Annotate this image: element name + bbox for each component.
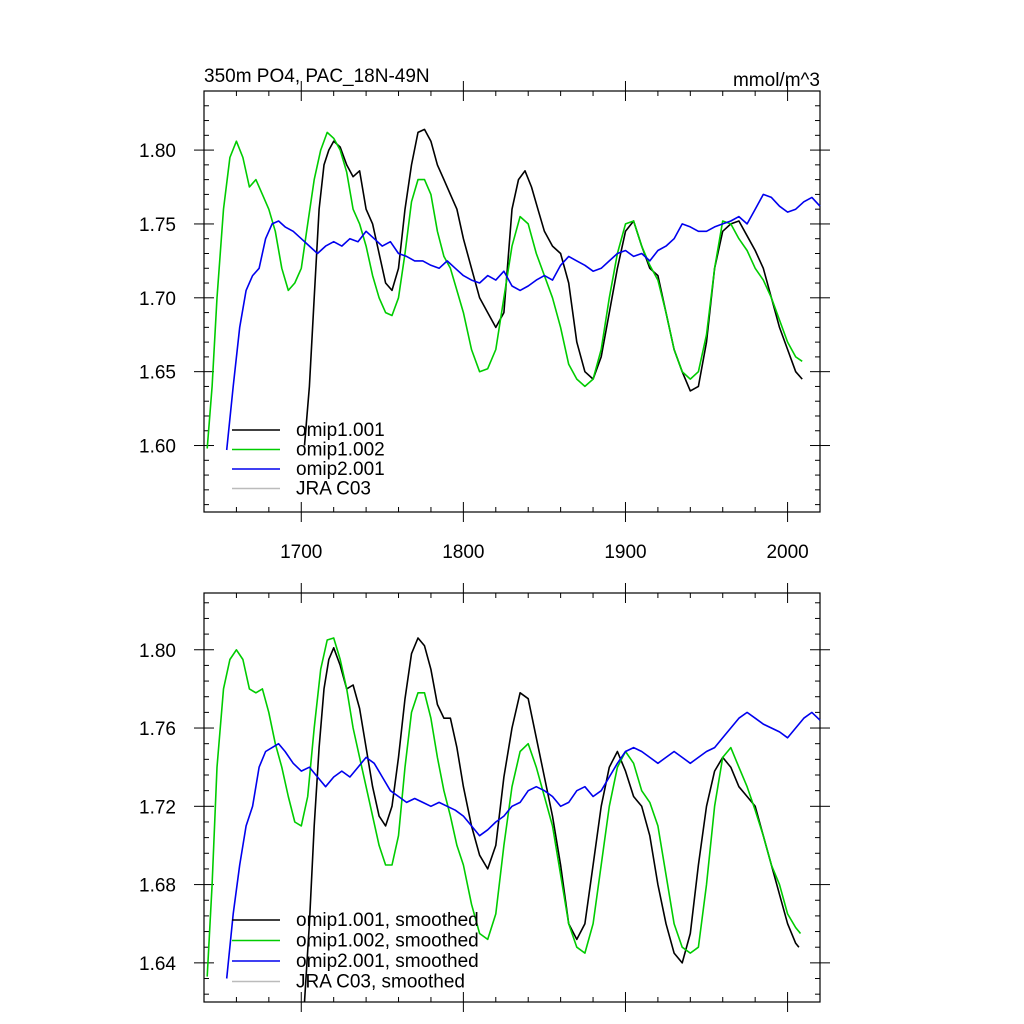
top-panel-series (206, 128, 821, 451)
bottom-panel: 1.64 1.68 1.72 1.76 1.80 omip1.001, smoothed… (139, 583, 830, 1012)
x-tick-label-1800: 1800 (442, 542, 484, 563)
y-tick-label-1.68: 1.68 (139, 876, 176, 897)
y-tick-label-1.65: 1.65 (139, 363, 176, 384)
series-line-omip2-001-smoothed (225, 711, 821, 979)
top-panel-frame (203, 90, 821, 513)
legend-label-omip2-001: omip2.001 (296, 459, 385, 480)
y-tick-label-1.80: 1.80 (139, 641, 176, 662)
series-line-omip1-001 (303, 128, 803, 446)
bottom-panel-frame (203, 592, 821, 1003)
series-line-omip1-002 (206, 131, 803, 449)
y-tick-label-1.80: 1.80 (139, 141, 176, 162)
x-tick-label-2000: 2000 (766, 542, 808, 563)
top-panel-title: 350m PO4, PAC_18N-49N (204, 66, 430, 87)
y-tick-label-1.60: 1.60 (139, 437, 176, 458)
legend-label-omip1-001-smoothed: omip1.001, smoothed (296, 910, 479, 931)
series-line-omip1-002-smoothed (206, 637, 802, 977)
y-tick-label-1.75: 1.75 (139, 215, 176, 236)
series-line-omip1-001-smoothed (303, 637, 800, 1003)
legend-label-jra-c03-smoothed: JRA C03, smoothed (296, 972, 465, 993)
legend-label-jra-c03: JRA C03 (296, 479, 371, 500)
top-panel-ticks: 1700 1800 1900 2000 1.60 1.65 1.70 1.75 1.80 (139, 81, 830, 563)
y-tick-label-1.72: 1.72 (139, 797, 176, 818)
legend-label-omip1-001: omip1.001 (296, 420, 385, 441)
x-tick-label-1900: 1900 (604, 542, 646, 563)
legend-label-omip2-001-smoothed: omip2.001, smoothed (296, 951, 479, 972)
y-tick-label-1.64: 1.64 (139, 954, 176, 975)
series-line-omip2-001 (225, 193, 821, 451)
x-tick-label-1700: 1700 (280, 542, 322, 563)
top-panel-units: mmol/m^3 (733, 70, 820, 91)
legend-label-omip1-002-smoothed: omip1.002, smoothed (296, 931, 479, 952)
bottom-panel-series (206, 637, 821, 1003)
top-panel: 350m PO4, PAC_18N-49N mmol/m^3 1700 1800 1… (139, 66, 830, 563)
y-tick-label-1.70: 1.70 (139, 289, 176, 310)
bottom-panel-ticks: 1.64 1.68 1.72 1.76 1.80 (139, 583, 830, 1012)
legend-label-omip1-002: omip1.002 (296, 440, 385, 461)
y-tick-label-1.76: 1.76 (139, 719, 176, 740)
